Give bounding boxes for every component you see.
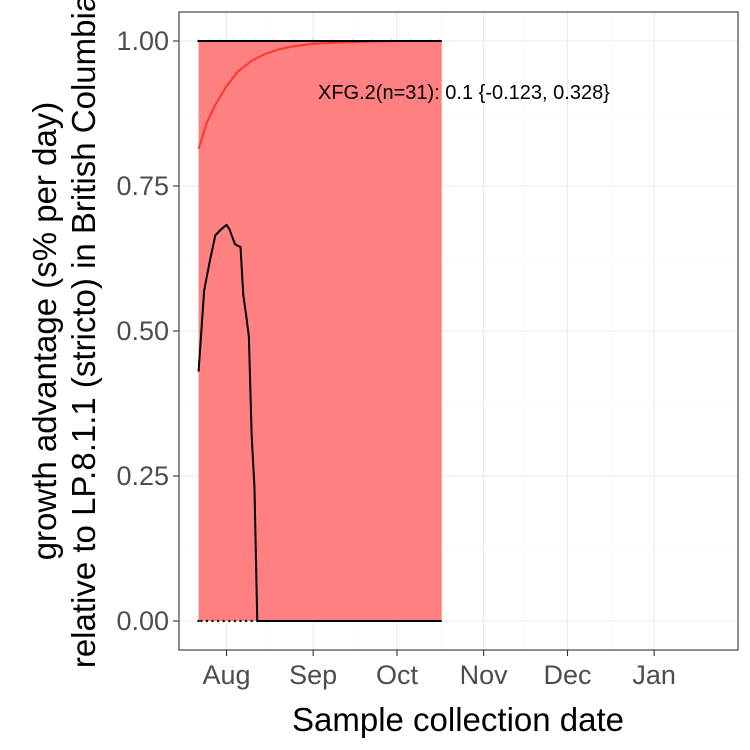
rug-point-bottom [228,619,231,623]
y-axis: 0.00 0.25 0.50 0.75 1.00 [116,26,179,636]
y-axis-title-line-1: growth advantage (s% per day) [26,102,63,561]
rug-point-bottom [216,619,220,623]
rug-point-top [429,39,432,43]
rug-point-top [292,39,295,43]
x-axis-title: Sample collection date [292,701,624,738]
observed-proportion-line [197,223,263,622]
x-tick-label: Aug [202,660,250,690]
rug-point-bottom [200,619,203,623]
rug-point-top [390,39,393,43]
rug-point-top [197,39,200,43]
x-axis: Aug Sep Oct Nov Dec Jan [202,650,676,690]
x-tick-label: Nov [460,660,509,690]
rug-point-top [311,39,315,43]
y-tick-label: 0.50 [116,316,169,346]
y-tick-label: 0.75 [116,171,169,201]
x-tick-label: Jan [632,660,676,690]
rug-point-bottom [197,619,200,623]
x-tick-label: Oct [376,660,419,690]
rug-point-top [331,39,334,43]
y-axis-title-line-2: relative to LP.8.1.1 (stricto) in Britis… [65,0,102,668]
rug-point-top [370,39,374,43]
rug-point-top [437,39,441,43]
rug-point-bottom [222,619,225,623]
confidence-band [198,41,442,621]
rug-point-top [230,39,234,43]
y-tick-label: 0.25 [116,461,169,491]
rug-point-top [219,39,223,43]
rug-point-top [409,39,413,43]
chart-marks [197,39,442,623]
rug-point-top [242,39,245,43]
rug-point-bottom [205,619,209,623]
rug-point-top [351,39,354,43]
y-tick-label: 0.00 [116,606,169,636]
rug-point-bottom [239,619,242,623]
rug-point-bottom [256,619,259,623]
y-axis-title: growth advantage (s% per day) relative t… [26,0,102,668]
rug-point-top [272,39,276,43]
rug-point-bottom [233,619,237,623]
rug-point-top [253,39,256,43]
x-tick-label: Dec [543,660,591,690]
rug-point-bottom [250,619,253,623]
annotation-label: XFG.2(n=31): 0.1 {-0.123, 0.328} [318,82,610,104]
y-tick-label: 1.00 [116,26,169,56]
rug-point-bottom [244,619,248,623]
x-tick-label: Sep [289,660,337,690]
rug-point-bottom [211,619,214,623]
rug-point-top [208,39,211,43]
